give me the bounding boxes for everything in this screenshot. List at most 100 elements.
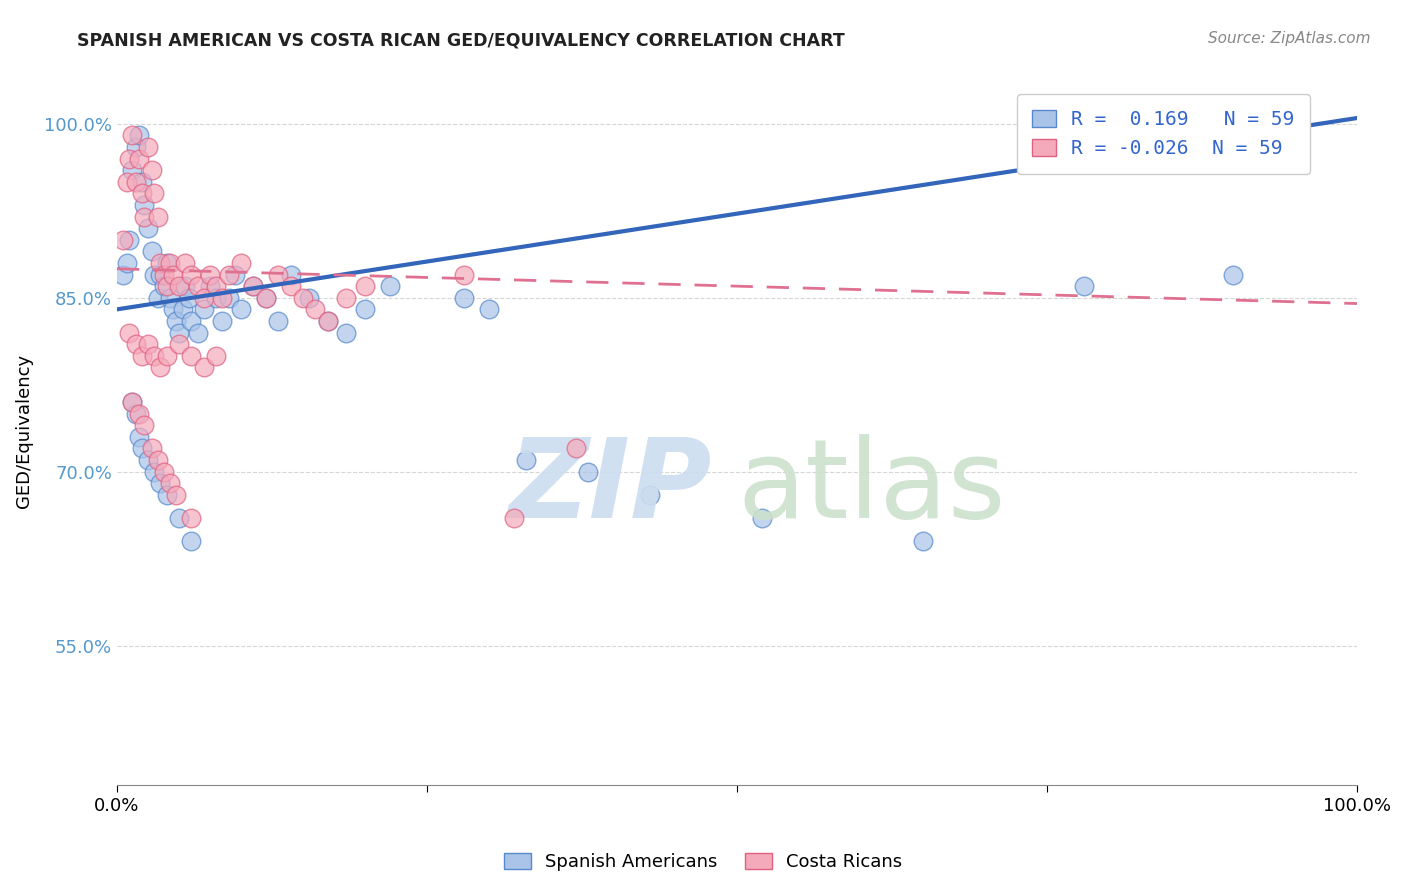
Point [180,314,202,328]
Point [354,279,377,293]
Legend: R =  0.169   N = 59, R = -0.026  N = 59: R = 0.169 N = 59, R = -0.026 N = 59 [1017,95,1310,174]
Point [193,360,215,375]
Point [121,395,143,409]
Point [166,314,188,328]
Point [224,268,246,282]
Point [354,302,377,317]
Point [155,488,177,502]
Point [124,140,146,154]
Point [254,291,277,305]
Point [124,337,146,351]
Point [1073,279,1095,293]
Text: Source: ZipAtlas.com: Source: ZipAtlas.com [1208,31,1371,46]
Point [115,256,138,270]
Point [121,395,143,409]
Point [172,302,194,317]
Point [242,279,264,293]
Point [131,186,153,201]
Point [167,511,190,525]
Point [162,302,184,317]
Point [280,279,302,293]
Point [141,442,163,456]
Point [242,279,264,293]
Point [193,291,215,305]
Point [134,418,156,433]
Y-axis label: GED/Equivalency: GED/Equivalency [15,354,32,508]
Legend: Spanish Americans, Costa Ricans: Spanish Americans, Costa Ricans [496,846,910,879]
Point [335,326,357,340]
Point [149,476,172,491]
Point [167,337,190,351]
Point [180,268,202,282]
Point [149,268,172,282]
Point [131,442,153,456]
Point [316,314,339,328]
Point [159,256,181,270]
Point [316,314,339,328]
Point [146,210,169,224]
Point [146,291,169,305]
Point [267,268,290,282]
Point [218,291,240,305]
Point [638,488,661,502]
Point [291,291,314,305]
Point [134,198,156,212]
Point [911,534,934,549]
Point [180,534,202,549]
Point [136,337,159,351]
Point [254,291,277,305]
Point [205,349,228,363]
Point [155,349,177,363]
Point [136,453,159,467]
Point [128,407,150,421]
Point [162,268,184,282]
Point [134,210,156,224]
Point [149,256,172,270]
Point [118,152,141,166]
Point [1222,268,1244,282]
Point [167,279,190,293]
Point [121,163,143,178]
Point [267,314,290,328]
Point [502,511,524,525]
Point [112,268,135,282]
Point [211,314,233,328]
Point [124,175,146,189]
Text: SPANISH AMERICAN VS COSTA RICAN GED/EQUIVALENCY CORRELATION CHART: SPANISH AMERICAN VS COSTA RICAN GED/EQUI… [77,31,845,49]
Point [187,326,209,340]
Point [453,268,475,282]
Point [155,279,177,293]
Point [335,291,357,305]
Point [131,349,153,363]
Point [167,326,190,340]
Point [118,326,141,340]
Point [378,279,401,293]
Point [159,476,181,491]
Point [153,268,176,282]
Point [198,279,221,293]
Point [124,407,146,421]
Point [229,256,252,270]
Point [280,268,302,282]
Point [143,465,166,479]
Point [155,256,177,270]
Point [198,268,221,282]
Point [304,302,326,317]
Point [180,511,202,525]
Point [143,268,166,282]
Point [218,268,240,282]
Point [576,465,599,479]
Point [136,221,159,235]
Point [205,279,228,293]
Point [193,302,215,317]
Point [143,186,166,201]
Point [751,511,773,525]
Text: ZIP: ZIP [509,434,713,541]
Point [211,291,233,305]
Point [180,349,202,363]
Point [153,279,176,293]
Point [174,279,197,293]
Point [141,244,163,259]
Point [121,128,143,143]
Point [146,453,169,467]
